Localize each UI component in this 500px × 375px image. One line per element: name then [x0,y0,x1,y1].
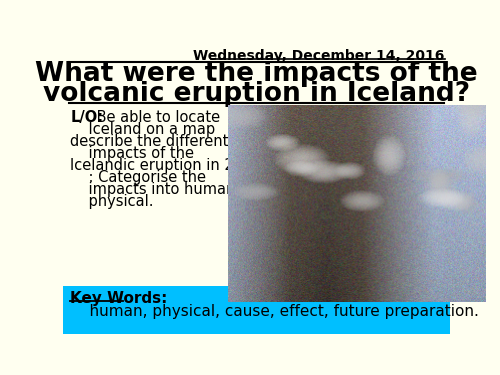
Text: Iceland on a map: Iceland on a map [70,122,216,137]
Text: : Categorise the: : Categorise the [70,170,206,185]
FancyBboxPatch shape [62,286,450,334]
Text: Be able to locate: Be able to locate [92,111,220,126]
Text: Wednesday, December 14, 2016: Wednesday, December 14, 2016 [193,49,444,63]
Text: Key Words:: Key Words: [70,291,168,306]
Text: impacts into human and: impacts into human and [70,182,268,197]
Text: human, physical, cause, effect, future preparation.: human, physical, cause, effect, future p… [70,304,479,319]
Text: volcanic eruption in Iceland?: volcanic eruption in Iceland? [42,81,470,107]
Text: physical.: physical. [70,194,154,209]
Text: L/O:: L/O: [70,111,103,126]
Text: Icelandic eruption in 2010.: Icelandic eruption in 2010. [70,158,267,173]
Text: describe the different: describe the different [70,134,228,149]
Text: impacts of the: impacts of the [70,146,194,161]
Text: What were the impacts of the: What were the impacts of the [35,61,478,87]
